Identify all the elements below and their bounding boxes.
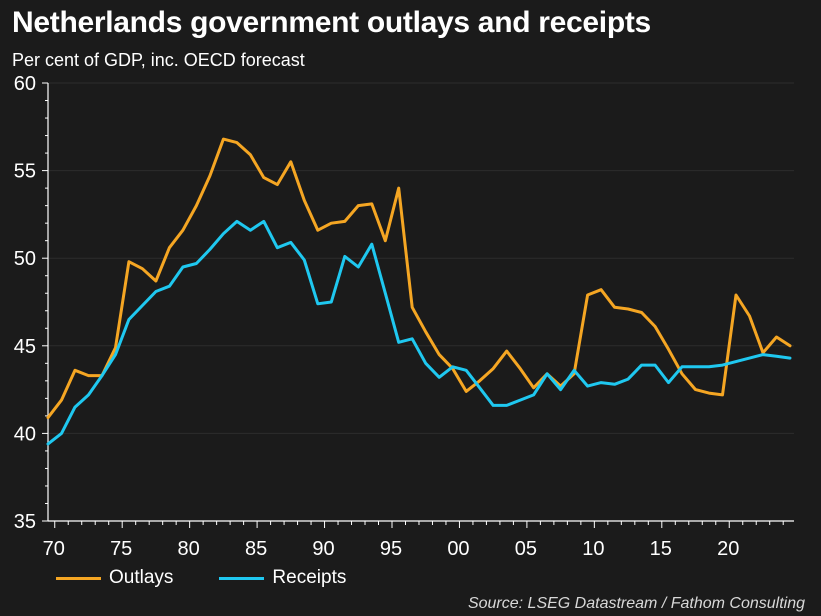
series-line-receipts [46,219,792,446]
y-tick-label-35: 35 [14,511,36,533]
y-tick-label-60: 60 [14,73,36,95]
chart-subtitle: Per cent of GDP, inc. OECD forecast [12,50,305,70]
x-tick-label-90: 90 [312,538,334,560]
x-tick-label-20: 20 [717,538,739,560]
legend: Outlays Receipts [56,567,392,589]
y-tick-label-45: 45 [14,336,36,358]
x-tick-label-00: 00 [447,538,469,560]
source-note: Source: LSEG Datastream / Fathom Consult… [467,595,805,612]
x-tick-label-95: 95 [380,538,402,560]
legend-swatch-receipts [219,576,265,580]
legend-item-receipts: Receipts [219,567,346,589]
legend-label-outlays: Outlays [109,567,174,588]
y-tick-label-50: 50 [14,248,36,270]
legend-swatch-outlays [56,576,101,580]
x-tick-label-85: 85 [245,538,267,560]
chart-title: Netherlands government outlays and recei… [12,6,651,39]
legend-label-receipts: Receipts [272,567,347,588]
series-line-outlays [46,137,792,420]
legend-item-outlays: Outlays [56,567,173,589]
x-tick-label-05: 05 [515,538,537,560]
y-tick-label-55: 55 [14,161,36,183]
x-tick-label-15: 15 [650,538,672,560]
x-tick-label-70: 70 [43,538,65,560]
y-tick-label-40: 40 [14,423,36,445]
x-tick-label-80: 80 [178,538,200,560]
x-tick-label-10: 10 [582,538,604,560]
x-tick-label-75: 75 [110,538,132,560]
